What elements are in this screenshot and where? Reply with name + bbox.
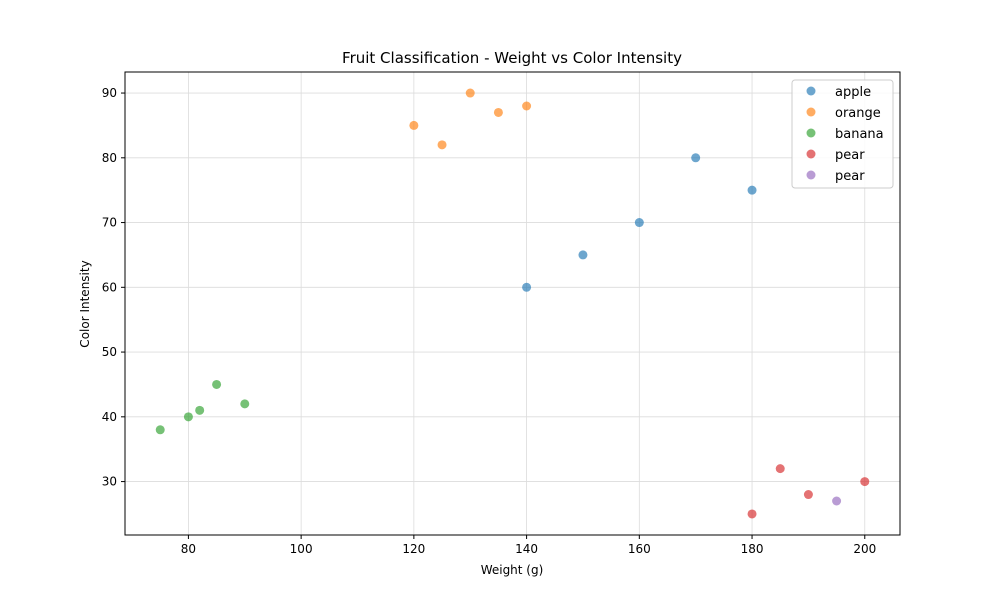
data-point-orange — [493, 107, 503, 117]
legend-marker-pear — [806, 170, 816, 180]
data-point-pear — [832, 496, 842, 506]
legend-marker-orange — [806, 107, 816, 117]
y-tick-label: 60 — [102, 280, 117, 294]
data-point-apple — [634, 218, 644, 228]
grid — [125, 72, 900, 535]
data-point-orange — [465, 88, 475, 98]
chart-title: Fruit Classification - Weight vs Color I… — [342, 49, 682, 67]
axis-ticks: 80 100 120 140 160 180 200 30 40 50 60 70 80 90 — [102, 86, 877, 556]
legend-marker-banana — [806, 128, 816, 138]
y-tick-label: 50 — [102, 345, 117, 359]
data-point-banana — [183, 412, 193, 422]
legend-marker-pear — [806, 149, 816, 159]
y-tick-label: 80 — [102, 151, 117, 165]
y-axis-label: Color Intensity — [78, 260, 92, 347]
data-point-pear — [860, 477, 870, 487]
data-point-apple — [691, 153, 701, 163]
y-tick-label: 40 — [102, 410, 117, 424]
legend-box — [791, 79, 894, 189]
data-point-banana — [195, 405, 205, 415]
data-point-orange — [437, 140, 447, 150]
x-tick-label: 200 — [853, 542, 876, 556]
legend-label-orange: orange — [835, 106, 881, 121]
x-tick-label: 180 — [741, 542, 764, 556]
legend-label-banana: banana — [835, 127, 884, 142]
data-point-pear — [803, 490, 813, 500]
data-point-apple — [578, 250, 588, 260]
y-tick-label: 70 — [102, 216, 117, 230]
x-tick-label: 80 — [181, 542, 196, 556]
data-point-apple — [747, 185, 757, 195]
legend-label-pear: pear — [835, 148, 865, 163]
plot-area — [124, 71, 901, 536]
legend-label-apple: apple — [835, 85, 871, 100]
data-points — [155, 88, 870, 519]
x-tick-label: 100 — [290, 542, 313, 556]
data-point-orange — [522, 101, 532, 111]
data-point-apple — [522, 282, 532, 292]
legend: apple orange banana pear pear — [791, 79, 894, 189]
x-tick-label: 140 — [515, 542, 538, 556]
data-point-banana — [155, 425, 165, 435]
y-tick-label: 30 — [102, 475, 117, 489]
data-point-pear — [747, 509, 757, 519]
data-point-orange — [409, 120, 419, 130]
x-tick-label: 160 — [628, 542, 651, 556]
legend-label-pear: pear — [835, 169, 865, 184]
y-tick-label: 90 — [102, 86, 117, 100]
x-tick-label: 120 — [402, 542, 425, 556]
data-point-banana — [240, 399, 250, 409]
data-point-banana — [212, 379, 222, 389]
x-axis-label: Weight (g) — [481, 563, 544, 577]
legend-marker-apple — [806, 86, 816, 96]
data-point-pear — [775, 464, 785, 474]
